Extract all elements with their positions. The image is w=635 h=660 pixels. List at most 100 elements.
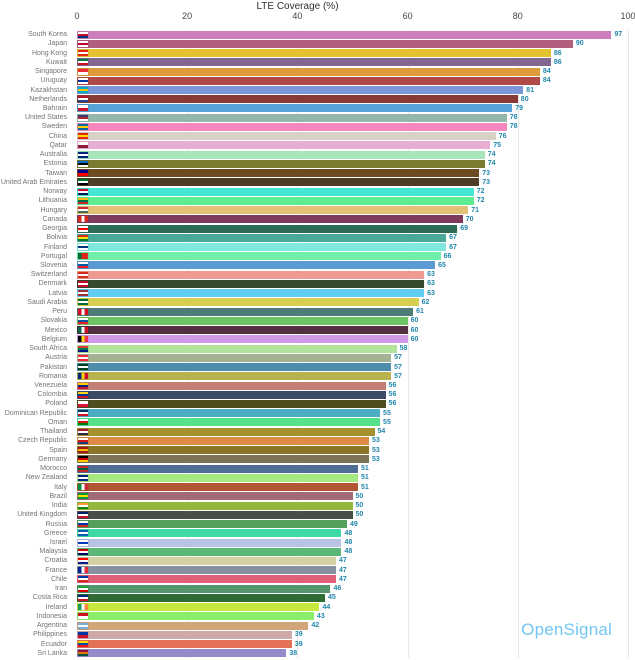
bar-row: Thailand 54 (40, 427, 628, 436)
country-label: Finland (44, 243, 67, 251)
bar-value-label: 51 (361, 465, 369, 473)
country-label: Brazil (49, 492, 67, 500)
bar (77, 446, 370, 455)
bar (77, 353, 392, 362)
flag-south-africa-icon (78, 345, 88, 352)
bar (77, 529, 342, 538)
bar-value-label: 51 (361, 483, 369, 491)
flag-israel-icon (78, 539, 88, 546)
flag-georgia-icon (78, 225, 88, 232)
bar (77, 159, 485, 168)
flag-united-kingdom-icon (78, 511, 88, 518)
bar-value-label: 53 (372, 455, 380, 463)
bar (77, 640, 292, 649)
bar-value-label: 56 (388, 400, 397, 408)
country-label: Sri Lanka (37, 649, 67, 657)
country-label: Qatar (49, 141, 67, 149)
bar-value-label: 86 (553, 58, 562, 66)
bar (77, 224, 458, 233)
country-label: Romania (38, 372, 67, 380)
bar-row: Kuwait 86 (46, 58, 628, 67)
bar-row: Czech Republic 53 (18, 436, 628, 445)
country-label: Dominican Republic (4, 409, 67, 417)
bar-value-label: 50 (355, 511, 364, 519)
flag-bolivia-icon (78, 234, 88, 241)
bar (77, 178, 480, 187)
country-label: Bahrain (42, 104, 67, 112)
bar (77, 335, 408, 344)
flag-uruguay-icon (78, 77, 88, 84)
bar-row: Malaysia 48 (39, 547, 628, 556)
bar (77, 113, 507, 122)
bar-row: Iran 46 (55, 584, 628, 593)
bar-row: China 76 (49, 132, 628, 141)
bar (77, 520, 347, 529)
x-tick-label: 40 (292, 11, 303, 21)
bar (77, 58, 551, 67)
flag-slovenia-icon (78, 262, 88, 269)
bar-row: Indonesia 43 (37, 612, 628, 621)
bar-value-label: 74 (487, 151, 496, 159)
country-label: Thailand (40, 428, 67, 436)
bar-value-label: 80 (520, 95, 529, 103)
bar-value-label: 90 (575, 40, 584, 48)
bar-row: Ireland 44 (46, 603, 628, 612)
flag-greece-icon (78, 530, 88, 537)
country-label: United States (24, 114, 67, 122)
bar-value-label: 44 (322, 603, 331, 611)
country-label: Czech Republic (17, 437, 67, 445)
flag-united-states-icon (78, 114, 88, 121)
flag-bahrain-icon (78, 105, 88, 112)
plot-area: South Korea 97 Japan 90 Hong Kong 86 Kuwait 86 S… (1, 30, 629, 658)
bar-value-label: 81 (526, 86, 535, 94)
bar-value-label: 56 (388, 391, 397, 399)
flag-brazil-icon (78, 493, 88, 500)
flag-costa-rica-icon (78, 594, 88, 601)
bar-value-label: 50 (355, 492, 364, 500)
bar-row: Taiwan 73 (45, 169, 628, 178)
flag-united-arab-emirates-icon (78, 179, 88, 186)
bar (77, 584, 331, 593)
country-label: Portugal (40, 252, 67, 260)
bar (77, 252, 441, 261)
bar-row: Japan 90 (48, 39, 628, 48)
flag-russia-icon (78, 521, 88, 528)
bar (77, 316, 408, 325)
bar-row: Bolivia 67 (46, 233, 628, 242)
bar-value-label: 39 (294, 631, 303, 639)
bar-rows: South Korea 97 Japan 90 Hong Kong 86 Kuwait 86 S… (1, 30, 628, 658)
bar-row: Saudi Arabia 62 (27, 298, 628, 307)
country-label: South Africa (29, 345, 67, 353)
bar-value-label: 46 (333, 585, 342, 593)
country-label: Canada (42, 215, 67, 223)
flag-oman-icon (78, 419, 88, 426)
bar-value-label: 43 (316, 612, 325, 620)
bar (77, 399, 386, 408)
country-label: Malaysia (39, 548, 67, 556)
flag-mexico-icon (78, 327, 88, 334)
country-label: Croatia (44, 557, 67, 565)
flag-taiwan-icon (78, 170, 88, 177)
flag-romania-icon (78, 373, 88, 380)
bar-row: Portugal 66 (41, 252, 628, 261)
bar (77, 261, 436, 270)
country-label: Lithuania (38, 197, 67, 205)
bar (77, 344, 397, 353)
bar-value-label: 72 (476, 197, 485, 205)
bar (77, 538, 342, 547)
x-tick-label: 60 (402, 11, 413, 21)
bar (77, 436, 370, 445)
bar (77, 473, 358, 482)
country-label: China (48, 132, 67, 140)
country-label: France (45, 566, 67, 574)
flag-hungary-icon (78, 207, 88, 214)
bar-value-label: 45 (327, 594, 336, 602)
bar-value-label: 49 (349, 520, 358, 528)
bar-row: India 50 (52, 501, 628, 510)
bar-row: Australia 74 (40, 150, 628, 159)
bar-value-label: 79 (515, 104, 524, 112)
bar-row: Hungary 71 (41, 205, 628, 215)
bar-row: Belgium 60 (42, 335, 628, 344)
flag-poland-icon (78, 400, 88, 407)
flag-czech-republic-icon (78, 437, 88, 444)
